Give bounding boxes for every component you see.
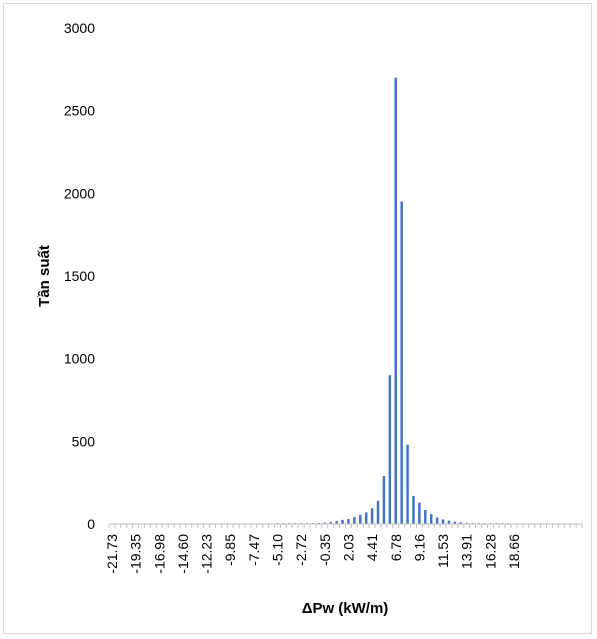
x-tick-label: -2.72 [293,534,309,566]
y-tick-label: 0 [87,516,95,532]
y-axis-title: Tần suất [36,245,53,307]
x-tick-label: -21.73 [104,534,120,574]
x-tick-label: 2.03 [340,534,356,561]
histogram-bar [459,522,463,524]
x-tick-label: -0.35 [317,534,333,566]
x-tick-label: 9.16 [411,534,427,561]
x-tick-label: -19.35 [128,534,144,574]
histogram-bar [424,509,427,524]
x-tick-label: -16.98 [151,534,167,574]
histogram-bar [370,508,374,524]
x-tick-label: -14.60 [175,534,191,574]
histogram-bar [353,517,356,524]
histogram-bar [359,514,362,524]
histogram-bar [412,495,415,524]
x-tick-label: 13.91 [459,534,475,569]
x-tick-label: 4.41 [364,534,380,561]
histogram-bar [453,521,457,524]
histogram-bar [388,375,392,524]
x-axis-title: ΔPw (kW/m) [302,600,389,617]
histogram-bar [429,514,433,524]
y-tick-label: 3000 [64,20,95,36]
x-tick-label: 16.28 [482,534,498,569]
y-axis-ticks: 0 500 1000 1500 2000 2500 3000 [64,20,95,532]
y-tick-label: 2000 [64,185,95,201]
histogram-bar [335,521,338,524]
histogram-bar [364,512,368,524]
histogram-bars [276,77,510,524]
y-tick-label: 1500 [64,268,95,284]
x-tick-label: 18.66 [506,534,522,569]
x-axis-ticks: -21.73 -19.35 -16.98 -14.60 -12.23 -9.85 -7.47… [104,524,583,574]
x-tick-label: -7.47 [246,534,262,566]
x-tick-label: 11.53 [435,534,451,568]
histogram-bar [382,476,386,524]
x-tick-label: -12.23 [199,534,215,574]
histogram-bar [376,500,380,524]
histogram-bar [400,201,403,524]
histogram-bar [341,519,344,524]
histogram-bar [347,519,350,524]
y-tick-label: 500 [72,433,96,449]
chart-frame [3,3,592,634]
histogram-bar [394,77,397,524]
histogram-bar [329,522,332,524]
x-tick-label: 6.78 [388,534,404,561]
histogram-bar [441,519,445,524]
y-tick-label: 1000 [64,351,95,367]
histogram-bar [435,517,439,524]
histogram-bar [323,522,327,524]
histogram-bar [465,522,468,524]
histogram-bar [418,502,421,524]
y-tick-label: 2500 [64,103,95,119]
x-tick-label: -5.10 [270,534,286,566]
x-tick-label: -9.85 [222,534,238,566]
histogram-bar [447,520,451,524]
histogram-bar [406,444,409,524]
